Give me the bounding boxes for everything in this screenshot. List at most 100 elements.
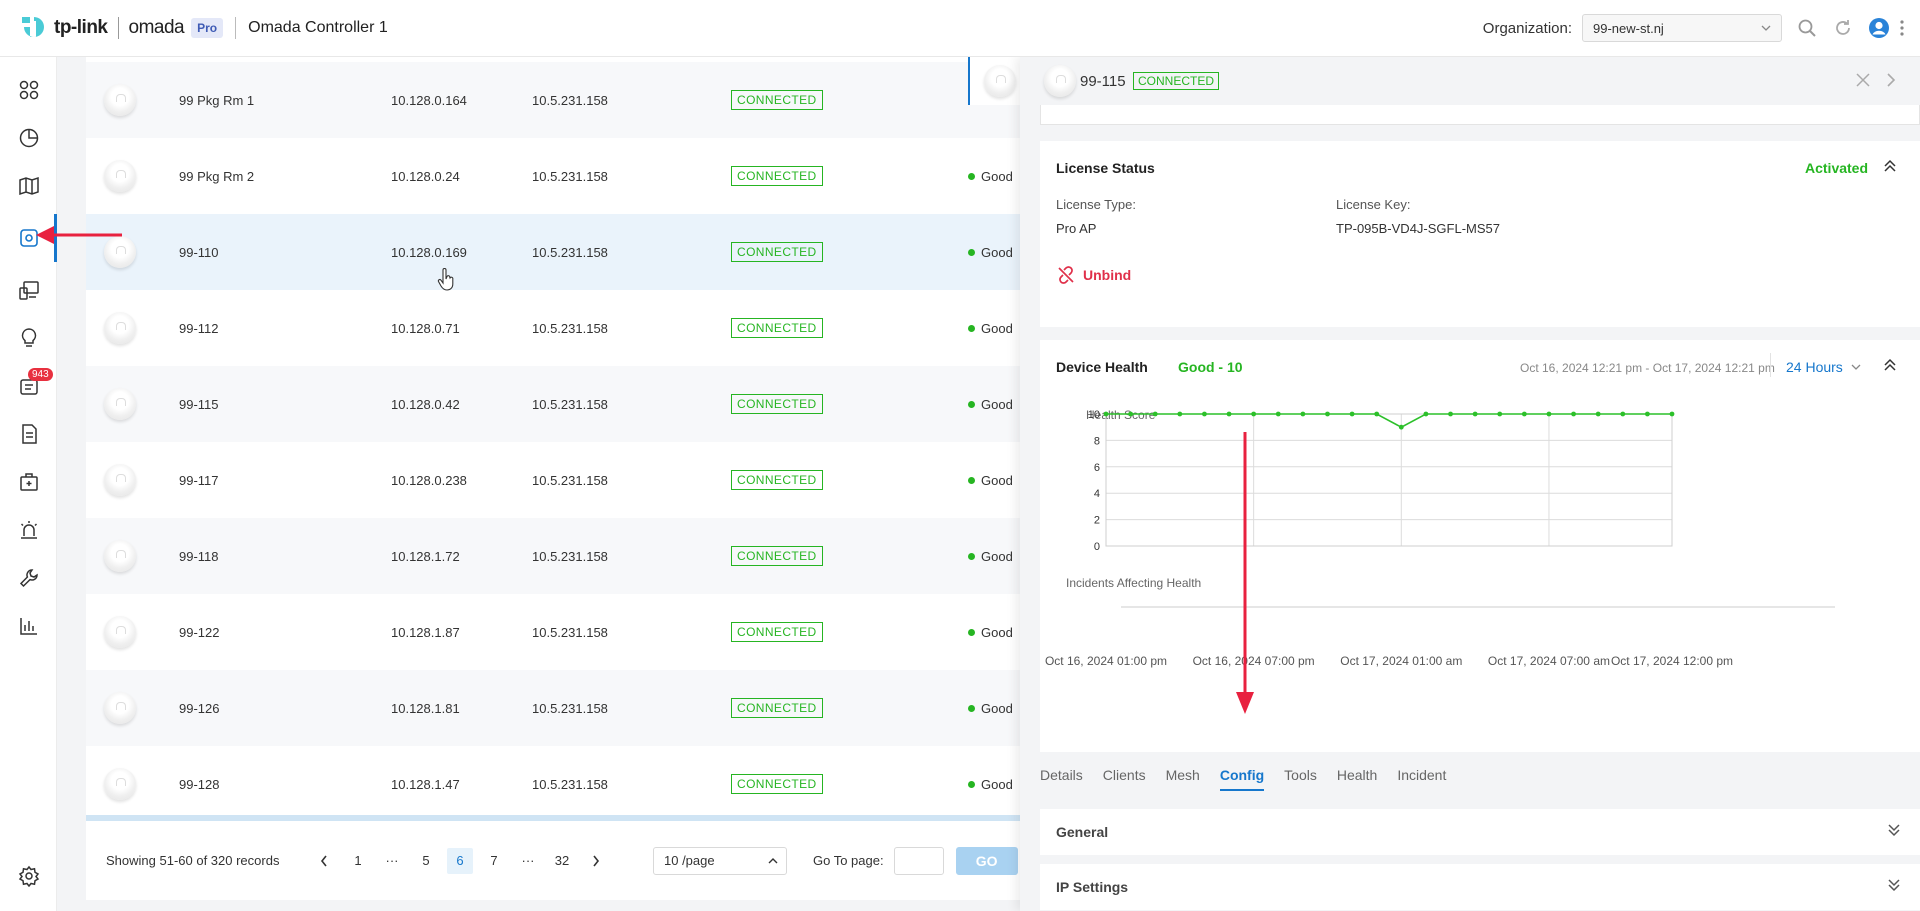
sidebar-item-map[interactable] [0,166,57,206]
next-device-icon[interactable] [1886,72,1896,91]
prev-page-button[interactable] [311,848,337,874]
health-score-point[interactable] [1275,411,1281,417]
table-row[interactable]: 99-115 10.128.0.42 10.5.231.158 CONNECTE… [86,366,1020,442]
sidebar-item-maintenance[interactable] [0,558,57,598]
health-score-point[interactable] [1620,411,1626,417]
table-row[interactable]: 99-126 10.128.1.81 10.5.231.158 CONNECTE… [86,670,1020,746]
refresh-icon[interactable] [1832,17,1854,39]
health-score-point[interactable] [1202,411,1207,417]
page-button[interactable]: 32 [554,853,570,868]
dashboard-icon [19,80,38,100]
device-public-ip: 10.5.231.158 [532,168,608,184]
tab-tools[interactable]: Tools [1284,767,1317,783]
health-score-point[interactable] [1644,411,1650,417]
sidebar-item-settings[interactable] [0,856,57,896]
table-row[interactable]: 99-128 10.128.1.47 10.5.231.158 CONNECTE… [86,746,1020,822]
health-text: Good [981,396,1013,412]
chart-series [1106,413,1672,429]
page-button[interactable]: 7 [490,853,498,868]
sidebar-item-insights[interactable] [0,318,57,358]
health-score-point[interactable] [1497,411,1503,417]
health-score-point[interactable] [1128,411,1134,417]
user-avatar-icon[interactable] [1868,17,1890,39]
sidebar-item-logs[interactable]: 943 [0,366,57,406]
health-dot-icon [968,780,975,788]
period-select[interactable]: 24 Hours [1786,359,1861,375]
sidebar-item-devices[interactable] [0,214,57,262]
sidebar-item-alerts[interactable] [0,510,57,550]
page-button[interactable]: 1 [354,853,362,868]
organization-select[interactable]: 99-new-st.nj [1582,14,1782,42]
sidebar-item-statistics[interactable] [0,118,57,158]
health-score-point[interactable] [1595,411,1601,417]
collapse-up-icon[interactable] [1884,159,1896,176]
table-row[interactable]: 99 Pkg Rm 1 10.128.0.164 10.5.231.158 CO… [86,62,1020,138]
page-ellipsis[interactable]: ··· [521,853,535,868]
health-score-point[interactable] [1325,411,1330,417]
sidebar-item-dashboard[interactable] [0,70,57,110]
page-button[interactable]: 5 [422,853,430,868]
sidebar-item-clients[interactable] [0,270,57,310]
access-point-icon [104,160,136,192]
selected-device-tab[interactable] [968,57,1020,105]
health-score-point[interactable] [1177,411,1183,417]
sidebar-item-analytics[interactable] [0,606,57,646]
table-row[interactable]: 99-117 10.128.0.238 10.5.231.158 CONNECT… [86,442,1020,518]
health-score-point[interactable] [1571,411,1576,417]
page-size-select[interactable]: 10 /page [653,846,787,875]
organization-value: 99-new-st.nj [1593,20,1664,36]
logo[interactable]: tp-link omada Pro [20,13,224,43]
page-button-current[interactable]: 6 [447,847,473,874]
tab-health[interactable]: Health [1336,767,1378,783]
device-ip: 10.128.0.71 [391,320,460,336]
health-score-point[interactable] [1300,411,1306,417]
top-header: tp-link omada Pro Omada Controller 1 Org… [0,0,1920,57]
collapse-up-icon[interactable] [1884,358,1896,375]
health-score-point[interactable] [1152,411,1158,417]
health-score-point[interactable] [1423,411,1429,417]
page-ellipsis[interactable]: ··· [385,853,399,868]
health-score-point[interactable] [1472,411,1478,417]
status-badge: CONNECTED [731,774,823,794]
device-public-ip: 10.5.231.158 [532,244,608,260]
next-page-button[interactable] [583,848,609,874]
health-text: Good [981,320,1013,336]
access-point-icon [104,464,136,496]
health-score-point[interactable] [1251,411,1257,417]
tab-incident[interactable]: Incident [1397,767,1447,783]
device-name: 99 Pkg Rm 1 [179,92,255,108]
section-ip-settings[interactable]: IP Settings [1040,864,1920,910]
search-icon[interactable] [1796,17,1818,39]
health-score-point[interactable] [1669,411,1675,417]
table-row[interactable]: 99-110 10.128.0.169 10.5.231.158 CONNECT… [86,214,1020,290]
health-score-point[interactable] [1103,411,1109,417]
health-score-point[interactable] [1521,411,1527,417]
table-row[interactable]: 99-122 10.128.1.87 10.5.231.158 CONNECTE… [86,594,1020,670]
health-score-point[interactable] [1349,411,1355,417]
close-icon[interactable] [1855,72,1871,91]
go-button[interactable]: GO [955,846,1018,875]
health-score-point[interactable] [1448,411,1453,417]
tab-clients[interactable]: Clients [1102,767,1146,783]
unbind-button[interactable]: Unbind [1056,265,1131,285]
more-menu-icon[interactable] [1898,17,1906,39]
health-score-point[interactable] [1374,411,1380,417]
table-row[interactable]: 99-118 10.128.1.72 10.5.231.158 CONNECTE… [86,518,1020,594]
table-row[interactable]: 99 Pkg Rm 2 10.128.0.24 10.5.231.158 CON… [86,138,1020,214]
tab-config[interactable]: Config [1219,767,1265,791]
goto-page-input[interactable] [893,846,944,875]
organization-label: Organization: [1482,19,1572,37]
table-row[interactable]: 99-112 10.128.0.71 10.5.231.158 CONNECTE… [86,290,1020,366]
health-text: Good [981,168,1013,184]
health-score-point[interactable] [1546,411,1552,417]
sidebar-item-reports[interactable] [0,414,57,454]
tab-mesh[interactable]: Mesh [1165,767,1200,783]
tab-details[interactable]: Details [1040,767,1083,783]
sidebar-item-toolbox[interactable] [0,462,57,502]
device-ip: 10.128.1.72 [391,548,460,564]
health-score-point[interactable] [1398,424,1404,430]
device-public-ip: 10.5.231.158 [532,396,608,412]
health-score-point[interactable] [1226,411,1232,417]
section-general[interactable]: General [1040,809,1920,855]
chevron-up-icon [768,857,778,863]
